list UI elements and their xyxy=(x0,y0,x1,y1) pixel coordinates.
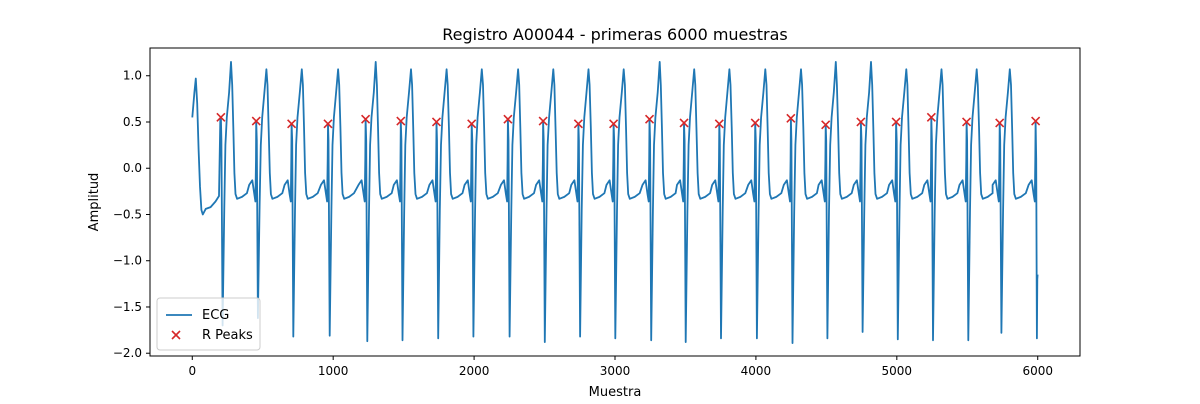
r-peak-marker xyxy=(503,114,513,124)
r-peak-marker xyxy=(644,114,655,124)
y-axis-label: Amplitud xyxy=(87,173,102,232)
r-peak-marker xyxy=(431,117,442,127)
x-tick-label: 6000 xyxy=(1022,364,1053,378)
y-tick-label: 0.5 xyxy=(123,115,142,129)
legend-ecg-label: ECG xyxy=(202,308,229,323)
x-tick-label: 0 xyxy=(188,364,196,378)
r-peak-marker xyxy=(396,116,406,126)
r-peak-marker xyxy=(251,116,261,126)
y-tick-label: −0.5 xyxy=(113,207,142,221)
r-peak-marker xyxy=(856,117,866,127)
r-peak-marker xyxy=(821,120,831,130)
legend-rpeaks-label: R Peaks xyxy=(202,328,253,343)
y-tick-label: −2.0 xyxy=(113,346,142,360)
x-tick-label: 1000 xyxy=(318,364,349,378)
r-peak-marker xyxy=(714,119,724,129)
r-peak-marker xyxy=(679,118,689,128)
plot-area xyxy=(191,61,1041,344)
x-axis-label: Muestra xyxy=(589,385,642,400)
r-peak-marker xyxy=(287,119,297,129)
ecg-line xyxy=(191,61,1039,344)
r-peak-marker xyxy=(361,114,371,124)
r-peak-marker xyxy=(995,118,1005,128)
chart-title: Registro A00044 - primeras 6000 muestras xyxy=(442,25,787,44)
y-tick-label: 0.0 xyxy=(123,161,142,175)
r-peak-marker xyxy=(1031,116,1041,126)
x-tick-label: 4000 xyxy=(741,364,772,378)
r-peak-marker xyxy=(609,119,619,129)
legend-rpeaks-swatch xyxy=(171,330,181,340)
r-peak-marker xyxy=(926,112,936,122)
r-peak-marker xyxy=(538,116,548,126)
r-peak-marker xyxy=(786,113,796,123)
r-peak-marker xyxy=(573,119,583,129)
y-tick-label: −1.0 xyxy=(113,254,142,268)
y-tick-label: 1.0 xyxy=(123,69,142,83)
r-peak-marker xyxy=(962,117,972,127)
r-peak-marker xyxy=(467,119,477,129)
x-tick-label: 5000 xyxy=(882,364,913,378)
y-axis: −2.0 −1.5 −1.0 −0.5 0.0 0.5 1.0 xyxy=(113,69,150,360)
x-axis: 0 1000 2000 3000 4000 5000 6000 xyxy=(188,356,1053,378)
legend-box xyxy=(156,297,261,351)
r-peak-marker xyxy=(891,117,901,127)
x-tick-label: 2000 xyxy=(459,364,490,378)
y-tick-label: −1.5 xyxy=(113,300,142,314)
r-peak-marker xyxy=(216,112,226,122)
x-tick-label: 3000 xyxy=(600,364,631,378)
r-peak-marker xyxy=(750,118,760,128)
r-peak-marker xyxy=(323,119,333,129)
legend: ECG R Peaks xyxy=(156,297,261,351)
